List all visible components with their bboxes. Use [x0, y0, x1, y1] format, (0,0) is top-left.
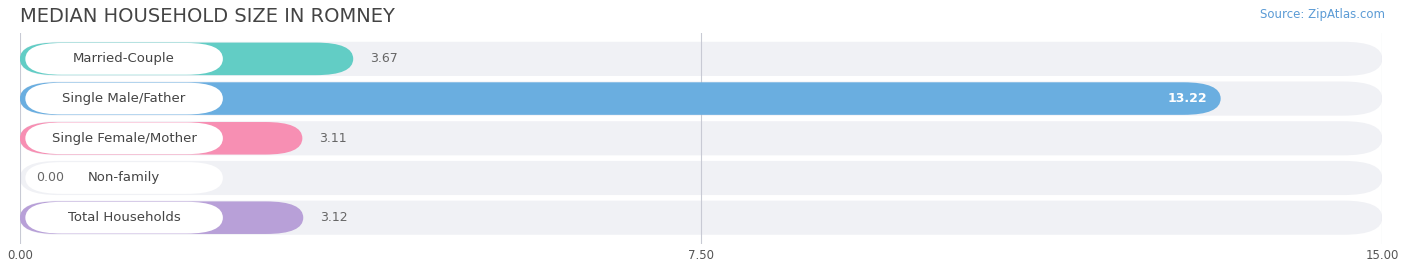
Text: Married-Couple: Married-Couple — [73, 52, 176, 65]
FancyBboxPatch shape — [25, 83, 224, 114]
FancyBboxPatch shape — [25, 43, 224, 75]
FancyBboxPatch shape — [20, 43, 353, 75]
Text: 3.67: 3.67 — [370, 52, 398, 65]
Text: 3.12: 3.12 — [319, 211, 347, 224]
Text: Source: ZipAtlas.com: Source: ZipAtlas.com — [1260, 8, 1385, 21]
Text: Single Male/Father: Single Male/Father — [62, 92, 186, 105]
FancyBboxPatch shape — [20, 82, 1382, 116]
Text: Single Female/Mother: Single Female/Mother — [52, 132, 197, 145]
FancyBboxPatch shape — [25, 122, 224, 154]
FancyBboxPatch shape — [20, 42, 1382, 76]
FancyBboxPatch shape — [25, 162, 224, 194]
FancyBboxPatch shape — [20, 201, 304, 234]
Text: 0.00: 0.00 — [37, 171, 65, 185]
FancyBboxPatch shape — [20, 121, 1382, 155]
FancyBboxPatch shape — [20, 201, 1382, 235]
FancyBboxPatch shape — [20, 82, 1220, 115]
FancyBboxPatch shape — [20, 161, 1382, 195]
FancyBboxPatch shape — [20, 122, 302, 155]
Text: 13.22: 13.22 — [1167, 92, 1208, 105]
Text: 3.11: 3.11 — [319, 132, 346, 145]
Text: Total Households: Total Households — [67, 211, 180, 224]
Text: MEDIAN HOUSEHOLD SIZE IN ROMNEY: MEDIAN HOUSEHOLD SIZE IN ROMNEY — [20, 7, 395, 26]
FancyBboxPatch shape — [25, 202, 224, 233]
Text: Non-family: Non-family — [89, 171, 160, 185]
